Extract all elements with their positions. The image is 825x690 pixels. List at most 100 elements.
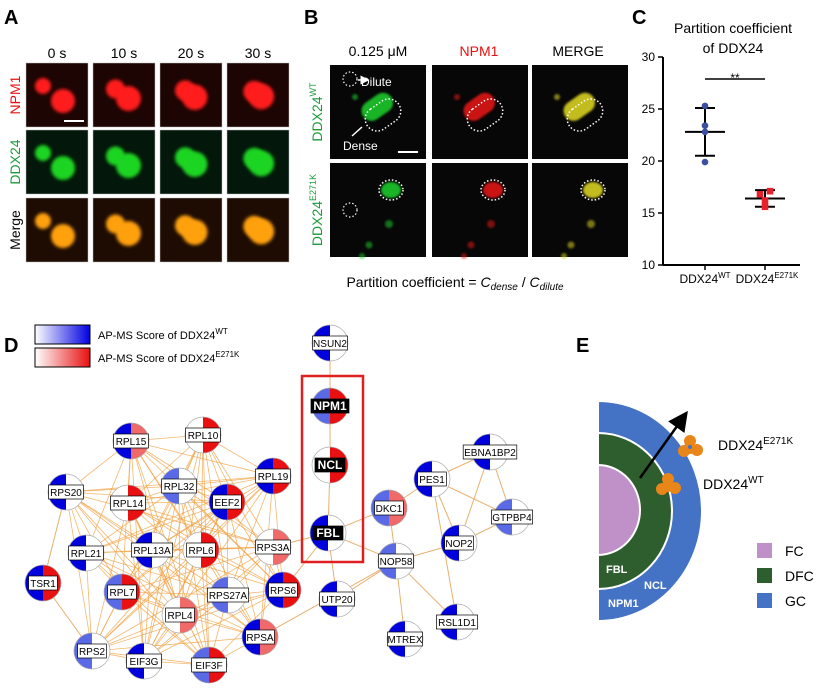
network-node-eif3f[interactable]: EIF3F (190, 646, 228, 684)
node-label-box (126, 653, 162, 669)
network-node-rpl4[interactable]: RPL4 (161, 596, 199, 634)
droplet (182, 219, 208, 245)
node-label-box (310, 398, 350, 414)
network-node-rps3a[interactable]: RPS3A (254, 528, 292, 566)
dense-outline (378, 179, 404, 201)
network-node-rpl19[interactable]: RPL19 (254, 457, 292, 495)
panel-a-fusion-timelapse: 0 s 10 s 20 s 30 s NPM1 DDX24 Merge (7, 45, 290, 263)
network-node-mtrex[interactable]: MTREX (386, 620, 424, 658)
x-tick-label-wt: DDX24WT (679, 271, 730, 286)
droplet (248, 150, 275, 177)
column-header-concentration: 0.125 μM (349, 43, 408, 59)
dense-outline (466, 98, 504, 132)
dense-droplet (483, 182, 503, 198)
node-label-box (319, 591, 355, 607)
legend-label-wt: AP-MS Score of DDX24WT (98, 327, 228, 342)
network-node-rpl6[interactable]: RPL6 (182, 531, 220, 569)
data-point-wt (701, 158, 709, 166)
legend-label-gc: GC (785, 593, 806, 609)
node-label-box (48, 484, 84, 500)
node-label: MTREX (388, 635, 423, 646)
node-outline (160, 467, 198, 505)
droplet (359, 253, 365, 259)
node-label: TSR1 (30, 579, 56, 590)
node-label-box (314, 457, 346, 473)
droplet (554, 94, 560, 100)
node-label-box (186, 542, 216, 558)
network-node-rpl10[interactable]: RPL10 (184, 416, 222, 454)
node-outline (161, 596, 199, 634)
network-node-nop2[interactable]: NOP2 (440, 524, 478, 562)
panel-label-d: D (4, 335, 18, 357)
network-node-npm1[interactable]: NPM1 (310, 387, 350, 425)
dilute-outline (342, 202, 358, 218)
network-edge (151, 549, 261, 638)
network-node-rpl32[interactable]: RPL32 (160, 467, 198, 505)
column-header-npm1: NPM1 (460, 43, 499, 59)
network-node-gtpbp4[interactable]: GTPBP4 (491, 498, 533, 536)
data-point-e271k (756, 190, 764, 198)
network-node-rpl14[interactable]: RPL14 (109, 484, 147, 522)
data-point-wt (701, 128, 709, 136)
network-node-rpl13a[interactable]: RPL13A (131, 531, 173, 569)
network-node-rps20[interactable]: RPS20 (47, 473, 85, 511)
node-label-box (110, 495, 146, 511)
network-node-rpsa[interactable]: RPSA (241, 618, 279, 656)
ddx24-e271k-protein (678, 435, 703, 457)
partition-formula: Partition coefficient = Cdense / Cdilute (346, 274, 564, 293)
network-edge (178, 485, 210, 666)
time-label: 30 s (245, 45, 271, 61)
network-node-ncl[interactable]: NCL (311, 446, 349, 484)
node-label-box (107, 584, 137, 600)
node-label-box (491, 509, 533, 525)
node-outline (440, 524, 478, 562)
node-label-box (161, 478, 197, 494)
node-outline (190, 646, 228, 684)
droplet (561, 253, 567, 259)
droplet (248, 218, 275, 245)
node-label: RPL6 (188, 546, 213, 557)
protein-center (688, 445, 692, 449)
network-node-rpl15[interactable]: RPL15 (112, 422, 150, 460)
node-label: FBL (316, 526, 339, 540)
network-node-rps2[interactable]: RPS2 (73, 632, 111, 670)
network-node-rpl21[interactable]: RPL21 (67, 534, 105, 572)
network-node-eif3g[interactable]: EIF3G (125, 642, 163, 680)
network-edge (121, 501, 228, 593)
node-label: NSUN2 (313, 339, 347, 350)
node-label: RPL10 (188, 431, 219, 442)
node-outline (309, 514, 347, 552)
node-outline (241, 618, 279, 656)
network-node-ebna1bp2[interactable]: EBNA1BP2 (462, 433, 518, 471)
network-edge (143, 549, 153, 662)
network-node-tsr1[interactable]: TSR1 (24, 564, 62, 602)
node-label-box (444, 535, 474, 551)
droplet (51, 156, 75, 180)
node-label-box (165, 607, 195, 623)
node-outline (264, 571, 302, 609)
network-node-dkc1[interactable]: DKC1 (370, 489, 408, 527)
node-label: EEF2 (214, 498, 239, 509)
network-node-rpl7[interactable]: RPL7 (103, 573, 141, 611)
fc-region (597, 463, 641, 557)
network-node-eef2[interactable]: EEF2 (208, 483, 246, 521)
network-node-rps27a[interactable]: RPS27A (207, 576, 249, 614)
network-edge (127, 475, 274, 504)
network-node-nsun2[interactable]: NSUN2 (311, 324, 349, 362)
node-outline (67, 534, 105, 572)
node-label-box (191, 657, 227, 673)
node-label: RPL4 (167, 611, 192, 622)
node-outline (109, 484, 147, 522)
x-tick-label-e271k: DDX24E271K (736, 271, 799, 286)
network-node-fbl[interactable]: FBL (309, 514, 347, 552)
droplet (487, 220, 495, 228)
network-node-rps6[interactable]: RPS6 (264, 571, 302, 609)
network-node-rsl1d1[interactable]: RSL1D1 (436, 603, 478, 641)
node-label: EBNA1BP2 (464, 448, 516, 459)
node-outline (386, 620, 424, 658)
network-node-utp20[interactable]: UTP20 (318, 580, 356, 618)
network-node-nop58[interactable]: NOP58 (377, 542, 415, 580)
network-node-pes1[interactable]: PES1 (413, 460, 451, 498)
droplet (454, 94, 460, 100)
